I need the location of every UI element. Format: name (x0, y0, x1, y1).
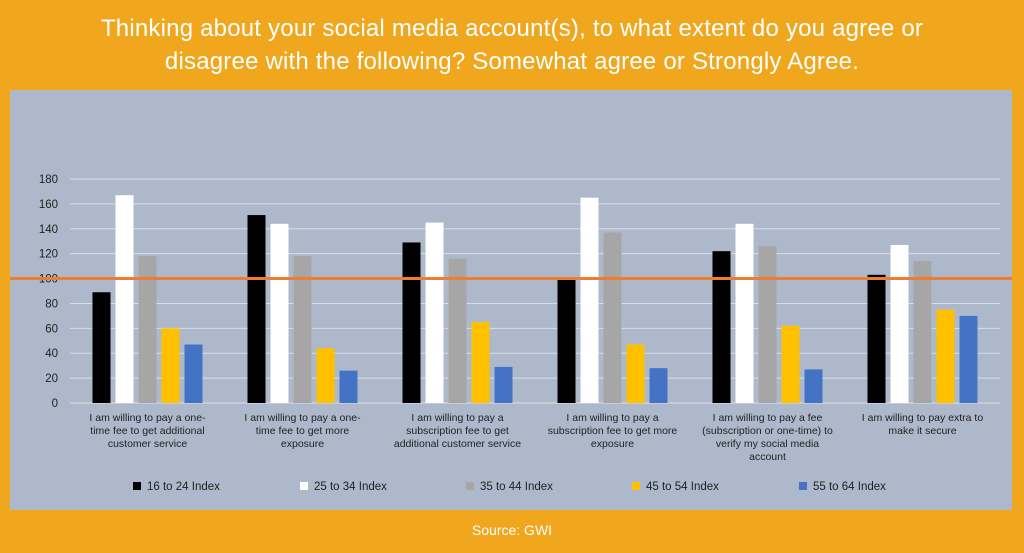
bar (316, 348, 335, 403)
x-category-label: I am willing to pay a subscription fee to… (382, 412, 534, 451)
bar (92, 292, 111, 403)
bar (890, 244, 909, 403)
y-tick-label: 80 (45, 298, 58, 310)
y-tick-label: 140 (39, 224, 58, 236)
legend-label: 55 to 64 Index (813, 481, 886, 493)
bar (913, 261, 932, 403)
x-category-label-line: I am willing to pay a (411, 412, 504, 424)
bar (557, 277, 576, 403)
legend-label: 16 to 24 Index (147, 481, 220, 493)
x-category-label-line: subscription fee to get more (547, 425, 678, 437)
x-category-label: I am willing to pay a subscription fee to… (537, 412, 689, 451)
bar-chart: 020406080100120140160180 (10, 174, 1012, 410)
x-category-label: I am willing to pay a one-time fee to ge… (72, 412, 224, 451)
x-category-label-line: I am willing to pay a one- (89, 412, 206, 424)
y-tick-label: 40 (45, 348, 58, 360)
y-tick-label: 0 (52, 398, 58, 410)
bar (735, 223, 754, 403)
legend-swatch (799, 482, 807, 490)
legend-label: 25 to 34 Index (314, 481, 387, 493)
y-tick-label: 180 (39, 174, 58, 186)
x-category-label-line: I am willing to pay a one- (244, 412, 361, 424)
bar (758, 246, 777, 403)
legend-label: 45 to 54 Index (646, 481, 719, 493)
title-line-1: Thinking about your social media account… (100, 15, 924, 42)
x-category-label-line: make it secure (888, 425, 957, 437)
x-category-label-line: I am willing to pay extra to (861, 412, 984, 424)
x-category-label-line: exposure (280, 438, 325, 450)
chart-panel: 020406080100120140160180 I am willing to… (10, 90, 1012, 510)
x-category-label: I am willing to pay extra to make it secu… (847, 412, 999, 438)
legend-swatch (632, 482, 640, 490)
x-category-label-line: time fee to get more (255, 425, 350, 437)
legend-swatch (466, 482, 474, 490)
source-note: Source: GWI (471, 522, 553, 538)
bar (867, 274, 886, 403)
bar (580, 197, 599, 403)
y-tick-label: 60 (45, 323, 58, 335)
bar (626, 344, 645, 403)
legend-label: 35 to 44 Index (480, 481, 553, 493)
x-category-label-line: exposure (590, 438, 635, 450)
bar (712, 251, 731, 403)
bar (936, 309, 955, 403)
y-tick-label: 160 (39, 199, 58, 211)
bar (781, 325, 800, 403)
x-category-label-line: I am willing to pay a fee (712, 412, 823, 424)
legend-item: 35 to 44 Index (466, 481, 553, 493)
x-category-label-line: (subscription or one-time) to (702, 425, 833, 437)
bar (471, 322, 490, 403)
chart-title: Thinking about your social media account… (20, 12, 1004, 78)
x-category-label-line: verify my social media (715, 438, 820, 450)
legend-item: 55 to 64 Index (799, 481, 886, 493)
x-category-label: I am willing to pay a fee (subscription o… (692, 412, 844, 464)
y-tick-label: 120 (39, 249, 58, 261)
x-category-label-line: additional customer service (393, 438, 522, 450)
bar (115, 195, 134, 403)
bar (184, 344, 203, 403)
legend-item: 16 to 24 Index (133, 481, 220, 493)
x-category-label-line: account (749, 451, 786, 463)
bar (959, 315, 978, 403)
bar (649, 368, 668, 403)
bar (603, 232, 622, 403)
x-category-label-line: time fee to get additional (90, 425, 205, 437)
bar (293, 256, 312, 403)
legend-item: 45 to 54 Index (632, 481, 719, 493)
bar (402, 242, 421, 403)
bar (448, 258, 467, 403)
bar (494, 366, 513, 403)
x-category-label: I am willing to pay a one-time fee to ge… (227, 412, 379, 451)
bar (270, 223, 289, 403)
bar (138, 256, 157, 403)
bar (161, 328, 180, 403)
x-category-label-line: customer service (107, 438, 188, 450)
legend-swatch (300, 482, 308, 490)
legend-item: 25 to 34 Index (300, 481, 387, 493)
bar (425, 222, 444, 403)
bar (247, 215, 266, 403)
bar (804, 369, 823, 403)
y-tick-label: 20 (45, 373, 58, 385)
legend-swatch (133, 482, 141, 490)
bar (339, 370, 358, 403)
x-category-label-line: subscription fee to get (406, 425, 509, 437)
title-line-2: disagree with the following? Somewhat ag… (164, 48, 860, 75)
x-category-label-line: I am willing to pay a (566, 412, 659, 424)
